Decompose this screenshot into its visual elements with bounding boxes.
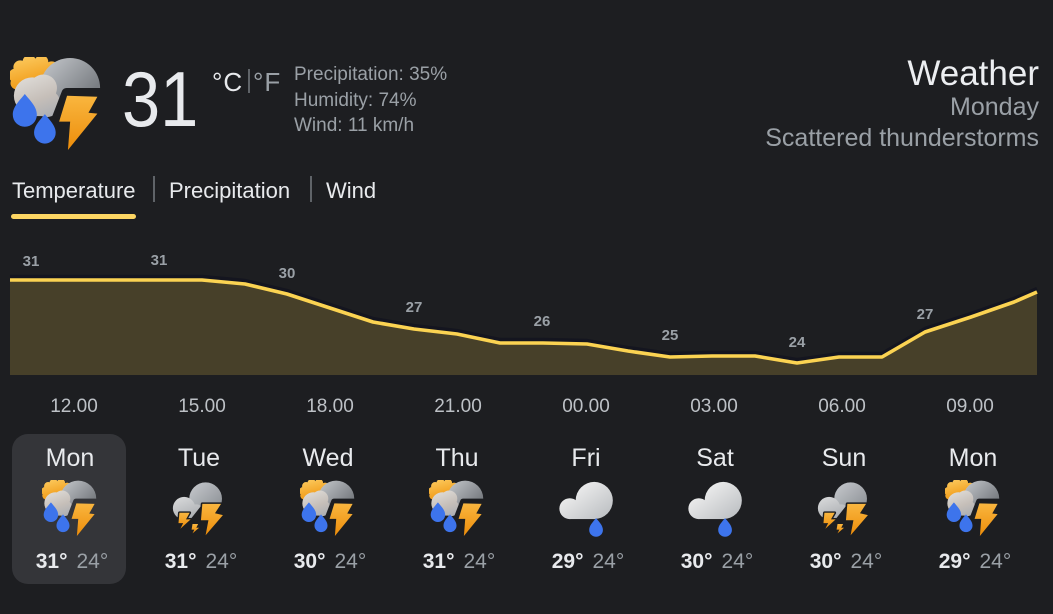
svg-text:27: 27 bbox=[917, 306, 934, 323]
svg-text:30: 30 bbox=[279, 265, 296, 282]
svg-text:03.00: 03.00 bbox=[690, 396, 738, 417]
svg-text:18.00: 18.00 bbox=[306, 396, 354, 417]
svg-text:21.00: 21.00 bbox=[434, 396, 482, 417]
svg-text:26: 26 bbox=[534, 313, 551, 330]
svg-text:12.00: 12.00 bbox=[50, 396, 98, 417]
svg-text:15.00: 15.00 bbox=[178, 396, 226, 417]
svg-text:31: 31 bbox=[151, 252, 168, 269]
svg-text:00.00: 00.00 bbox=[562, 396, 610, 417]
svg-text:06.00: 06.00 bbox=[818, 396, 866, 417]
svg-text:27: 27 bbox=[406, 299, 423, 316]
svg-text:31: 31 bbox=[23, 253, 40, 270]
svg-text:25: 25 bbox=[662, 327, 679, 344]
svg-text:24: 24 bbox=[789, 334, 806, 351]
svg-text:09.00: 09.00 bbox=[946, 396, 994, 417]
